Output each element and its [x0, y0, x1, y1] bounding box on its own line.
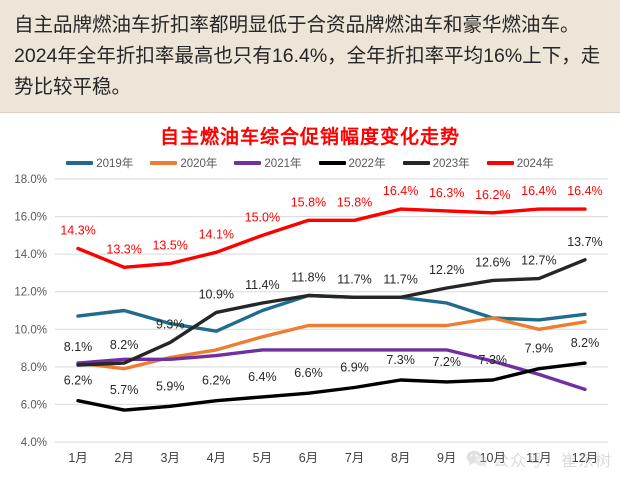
- data-label-2024年: 16.2%: [475, 188, 510, 202]
- data-label-2024年: 16.3%: [429, 186, 464, 200]
- y-axis-tick-label: 18.0%: [14, 174, 47, 186]
- x-axis-tick-label: 9月: [437, 451, 456, 465]
- legend-label: 2020年: [180, 158, 218, 170]
- x-axis-tick-label: 5月: [253, 451, 272, 465]
- data-label-2023年: 12.6%: [475, 255, 510, 269]
- x-axis-tick-label: 4月: [207, 451, 226, 465]
- y-axis-tick-label: 14.0%: [14, 249, 47, 261]
- data-label-2022年: 6.2%: [64, 374, 93, 388]
- x-axis-tick-label: 8月: [391, 451, 410, 465]
- data-label-2022年: 6.9%: [340, 361, 369, 375]
- legend-item-2024年[interactable]: 2024年: [486, 155, 554, 171]
- data-label-2024年: 13.3%: [106, 242, 141, 256]
- legend-swatch-icon: [486, 161, 514, 165]
- legend-label: 2021年: [264, 158, 302, 170]
- legend-item-2019年[interactable]: 2019年: [66, 155, 133, 171]
- y-axis-tick-label: 16.0%: [14, 212, 47, 224]
- data-label-2023年: 9.3%: [156, 317, 185, 331]
- legend-item-2022年[interactable]: 2022年: [318, 155, 386, 171]
- data-label-2022年: 5.9%: [156, 379, 185, 393]
- data-label-2022年: 7.9%: [525, 342, 554, 356]
- data-label-2022年: 5.7%: [110, 383, 139, 397]
- data-label-2024年: 13.5%: [152, 239, 187, 253]
- y-axis-tick-label: 10.0%: [14, 324, 47, 336]
- header-paragraph: 自主品牌燃油车折扣率都明显低于合资品牌燃油车和豪华燃油车。2024年全年折扣率最…: [14, 14, 601, 98]
- data-label-2022年: 7.3%: [386, 353, 415, 367]
- data-label-2022年: 6.4%: [248, 370, 277, 384]
- data-label-2022年: 8.2%: [571, 336, 600, 350]
- data-label-2024年: 16.4%: [383, 184, 418, 198]
- legend-item-2021年[interactable]: 2021年: [234, 155, 302, 171]
- data-label-2023年: 8.2%: [110, 338, 139, 352]
- x-axis-tick-label: 3月: [160, 451, 179, 465]
- chart-title: 自主燃油车综合促销幅度变化走势: [159, 127, 460, 148]
- data-label-2023年: 11.8%: [291, 270, 326, 284]
- data-label-2023年: 11.7%: [383, 272, 418, 286]
- legend-swatch-icon: [318, 161, 346, 165]
- y-axis-tick-label: 12.0%: [14, 287, 47, 299]
- data-label-2024年: 14.1%: [199, 227, 234, 241]
- series-line-2023年: [76, 258, 587, 367]
- legend-label: 2019年: [96, 158, 134, 170]
- series-line-2020年: [76, 316, 587, 371]
- data-label-2024年: 16.4%: [567, 184, 602, 198]
- data-label-2024年: 15.0%: [245, 210, 280, 224]
- data-label-2024年: 14.3%: [60, 224, 95, 238]
- legend-swatch-icon: [66, 161, 94, 165]
- series-line-2021年: [76, 348, 587, 392]
- legend-item-2020年[interactable]: 2020年: [150, 155, 217, 171]
- data-label-2023年: 12.2%: [429, 263, 464, 277]
- chart-legend: 2019年 2020年 2021年 2022年 2023年 2024年: [0, 155, 620, 171]
- series-line-2024年: [76, 207, 587, 269]
- article-header: 自主品牌燃油车折扣率都明显低于合资品牌燃油车和豪华燃油车。2024年全年折扣率最…: [0, 0, 620, 113]
- data-label-2023年: 11.7%: [337, 272, 372, 286]
- data-label-2022年: 7.3%: [479, 353, 508, 367]
- data-label-2022年: 7.2%: [432, 355, 461, 369]
- legend-swatch-icon: [150, 161, 178, 165]
- data-label-2022年: 6.6%: [294, 366, 323, 380]
- legend-swatch-icon: [402, 161, 430, 165]
- x-axis-tick-label: 2月: [114, 451, 133, 465]
- data-label-2024年: 15.8%: [337, 195, 372, 209]
- y-axis-tick-label: 4.0%: [21, 437, 47, 449]
- legend-label: 2022年: [348, 158, 386, 170]
- data-label-2023年: 10.9%: [199, 287, 234, 301]
- chart-container: 自主燃油车综合促销幅度变化走势 2019年 2020年 2021年 2022年 2023…: [0, 113, 620, 477]
- y-axis-tick-label: 8.0%: [21, 362, 47, 374]
- legend-swatch-icon: [234, 161, 262, 165]
- data-label-2024年: 15.8%: [291, 195, 326, 209]
- y-axis-tick-label: 6.0%: [21, 399, 47, 411]
- x-axis-tick-label: 10月: [480, 451, 506, 465]
- series-line-2022年: [76, 361, 587, 412]
- data-label-2022年: 6.2%: [202, 374, 231, 388]
- x-axis-tick-label: 11月: [526, 451, 551, 465]
- data-label-2024年: 16.4%: [521, 184, 556, 198]
- line-chart-plot: 18.0% 16.0% 14.0% 12.0% 10.0% 8.0% 6.0% 4.0% 1月 2…: [14, 174, 608, 465]
- data-label-2023年: 8.1%: [64, 340, 93, 354]
- data-label-2023年: 13.7%: [567, 235, 602, 249]
- legend-label: 2024年: [516, 158, 554, 170]
- x-axis-tick-label: 6月: [299, 451, 318, 465]
- legend-item-2023年[interactable]: 2023年: [402, 155, 470, 171]
- x-axis-tick-label: 12月: [572, 451, 598, 465]
- x-axis-tick-label: 7月: [345, 451, 364, 465]
- data-label-2023年: 11.4%: [245, 278, 280, 292]
- legend-label: 2023年: [432, 158, 470, 170]
- data-label-2023年: 12.7%: [521, 254, 556, 268]
- x-axis-tick-label: 1月: [68, 451, 87, 465]
